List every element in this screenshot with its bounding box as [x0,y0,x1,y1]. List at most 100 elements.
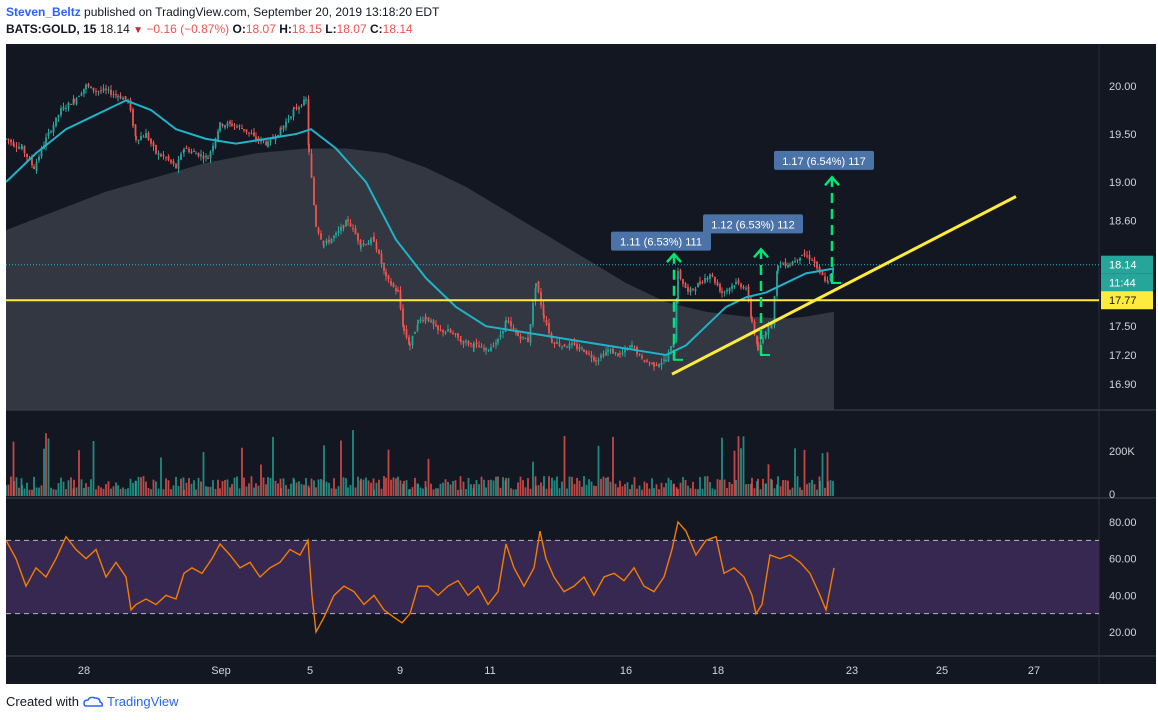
rsi-line [6,520,835,635]
volume-bar [117,485,119,496]
volume-bar [212,480,214,496]
candle-body [641,355,643,359]
volume-bar [373,489,375,496]
candle-body [646,360,648,362]
candle-body [175,163,177,169]
volume-bar [794,448,796,496]
volume-bar [682,477,684,496]
volume-bar [35,487,38,496]
volume-bar [808,482,811,496]
candle-body [280,128,282,130]
volume-bar [360,478,362,496]
candle-body [387,275,390,280]
volume-bar [132,482,134,496]
candle-body [305,99,307,101]
volume-bar [499,487,502,496]
candle-body [417,320,419,324]
volume-bar [457,489,459,496]
volume-bar [209,486,212,496]
candle-body [373,236,375,242]
candle-body [467,341,470,345]
volume-bar [257,485,260,496]
author-name[interactable]: Steven_Beltz [6,5,81,19]
candle-body [770,324,772,326]
candle-body [390,280,392,285]
candle-body [767,324,770,335]
volume-bar [796,476,799,496]
volume-bars [6,430,834,496]
candle-body [330,238,333,244]
volume-bar [402,483,404,496]
candle-body [325,240,328,244]
rsi-band [6,540,1099,614]
candle-body [566,346,568,348]
volume-bar [197,477,200,496]
candle-body [527,337,529,342]
volume-bar [444,479,447,496]
volume-bar [548,476,550,496]
tradingview-brand[interactable]: TradingView [106,694,179,709]
volume-bar [677,488,679,496]
volume-bar [740,448,742,496]
candle-body [342,225,345,229]
volume-bar [675,487,678,496]
volume-bar [723,479,726,496]
volume-bar [483,479,485,496]
candle-body [600,355,602,358]
candle-body [62,106,65,110]
candle-body [245,129,248,133]
volume-bar [45,433,47,496]
volume-bar [411,487,414,496]
candle-body [827,281,829,283]
volume-bar [679,482,682,496]
candle-body [282,125,285,130]
volume-bar [269,478,272,496]
volume-bar [253,487,255,496]
volume-bar [510,488,512,496]
candle-body [405,329,408,338]
candle-body [742,286,745,289]
volume-bar [687,485,689,496]
trading-chart[interactable]: 1.11 (6.53%) 111 1.12 (6.53%) 112 1.17 (6.… [6,44,1156,684]
volume-bar [317,479,320,496]
volume-bar [497,476,499,496]
candle-body [190,151,193,154]
volume-bar [52,489,55,496]
volume-bar [607,476,609,496]
candle-body [408,336,410,345]
volume-bar [387,449,390,496]
measure-label-text: 1.17 (6.54%) 117 [782,156,866,168]
candle-body [167,155,170,160]
high-value: 18.15 [291,22,322,36]
candle-body [517,331,519,336]
candle-body [317,227,320,233]
candle-body [33,166,35,169]
volume-bar [751,477,753,496]
candle-body [811,259,813,261]
volume-bar [6,485,7,496]
volume-bar [233,477,236,496]
volume-bar [375,482,378,496]
candle-body [57,115,60,118]
candle-body [160,154,162,157]
candle-body [558,342,561,346]
volume-bar [638,485,641,496]
candle-body [60,108,62,116]
candle-body [177,159,180,169]
time-tick-label: 18 [712,665,724,677]
arrow-head [666,252,682,263]
volume-bar [447,481,449,496]
volume-bar [771,479,773,496]
candle-body [551,338,553,343]
volume-bar [578,480,581,496]
volume-bar [180,478,182,496]
candle-body [677,271,679,302]
candle-body [13,144,15,146]
volume-bar [811,479,813,496]
candle-body [274,137,277,141]
last-price-tag-text: 18.14 [1109,260,1137,272]
candle-body [172,161,175,165]
candle-body [791,261,794,266]
volume-bar [320,479,322,496]
candle-body [576,344,578,349]
